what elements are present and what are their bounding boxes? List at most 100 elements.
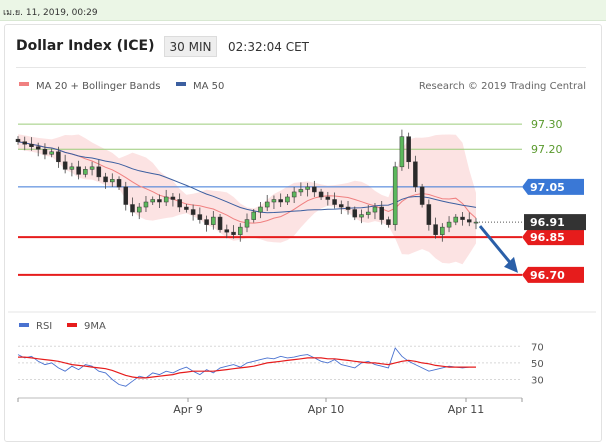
candle-body xyxy=(345,206,351,210)
candle-body xyxy=(204,219,209,225)
candle xyxy=(29,137,34,151)
candle xyxy=(163,189,169,207)
candle xyxy=(211,211,216,230)
candle xyxy=(372,203,378,220)
legend-rsi: RSI xyxy=(36,321,52,332)
candle xyxy=(136,203,142,220)
rsi-tick-70: 70 xyxy=(531,342,544,353)
candle xyxy=(177,193,182,213)
level-label-96-70: 96.70 xyxy=(530,269,565,282)
candle-body xyxy=(224,229,230,233)
bollinger-band-area xyxy=(18,134,476,265)
date-stamp: เม.ย. 11, 2019, 00:29 xyxy=(3,8,98,18)
candle xyxy=(386,216,391,228)
candle-body xyxy=(244,219,250,228)
candle xyxy=(433,217,438,239)
candle xyxy=(130,197,135,217)
candle-body xyxy=(116,179,122,188)
candle-body xyxy=(278,199,283,203)
candle-body xyxy=(69,166,75,170)
candle xyxy=(453,214,459,226)
candle-body xyxy=(460,216,465,220)
level-label-97-05: 97.05 xyxy=(530,181,565,194)
candle-body xyxy=(49,151,54,155)
legend-ma50: MA 50 xyxy=(193,81,224,92)
candle-body xyxy=(467,219,472,223)
candle-body xyxy=(217,216,223,230)
candle xyxy=(291,186,297,204)
last-price-tag xyxy=(524,214,586,231)
legend-9ma: 9MA xyxy=(84,321,106,332)
candle-body xyxy=(312,186,317,193)
candle-body xyxy=(332,199,337,205)
candle xyxy=(204,215,209,232)
candle xyxy=(15,136,21,145)
candle xyxy=(278,193,283,208)
candle xyxy=(143,195,149,213)
candle xyxy=(244,213,250,233)
time-tick-label: Apr 11 xyxy=(448,403,485,416)
candle-body xyxy=(285,196,290,203)
rsi-tick-30: 30 xyxy=(531,376,544,387)
ma50-line xyxy=(17,141,477,214)
candle xyxy=(413,155,418,192)
candle xyxy=(110,173,115,187)
candle-body xyxy=(352,209,358,218)
candle-body xyxy=(392,166,398,225)
level-label-97-30: 97.30 xyxy=(531,118,563,131)
candle-body xyxy=(433,224,438,235)
legend-swatch-rsi xyxy=(19,323,29,327)
candle xyxy=(251,209,256,223)
candle-body xyxy=(440,226,445,235)
legend-swatch-ma20 xyxy=(19,82,29,86)
candle-body xyxy=(62,161,68,170)
candle xyxy=(352,206,358,221)
candle-body xyxy=(184,206,189,210)
candle xyxy=(83,166,88,178)
rsi-tick-50: 50 xyxy=(531,359,544,370)
candle xyxy=(406,132,411,169)
candle-body xyxy=(325,196,331,200)
candle xyxy=(258,202,263,219)
candle-body xyxy=(305,186,310,190)
level-label-97-20: 97.20 xyxy=(531,143,563,156)
candle-body xyxy=(399,136,405,168)
candle xyxy=(446,216,452,233)
candle xyxy=(170,192,176,207)
candle-body xyxy=(238,226,243,235)
candle xyxy=(318,188,324,200)
candle xyxy=(184,204,189,213)
candle xyxy=(157,194,162,209)
candle xyxy=(217,214,223,233)
level-tag-97-05 xyxy=(522,178,584,195)
candle-body xyxy=(453,216,459,223)
candle xyxy=(190,204,196,221)
candle-body xyxy=(190,209,196,215)
candle-body xyxy=(89,166,95,170)
candle-body xyxy=(96,166,102,178)
candle-body xyxy=(42,148,48,155)
candle-body xyxy=(446,221,452,228)
candle xyxy=(285,193,290,206)
candle xyxy=(325,191,331,206)
candle xyxy=(150,196,155,206)
candle-body xyxy=(35,146,41,150)
candle-body xyxy=(426,204,432,225)
candle xyxy=(460,212,465,226)
candle xyxy=(35,142,41,157)
candle xyxy=(123,181,129,211)
candle xyxy=(238,223,243,242)
candle xyxy=(76,160,81,180)
candle xyxy=(56,146,61,168)
candle xyxy=(62,154,68,174)
candle xyxy=(22,136,27,151)
level-tag-96-70 xyxy=(522,266,584,283)
candle xyxy=(103,172,108,189)
candle-body xyxy=(365,211,371,215)
chart-credit: Research © 2019 Trading Central xyxy=(419,81,586,92)
time-tick-label: Apr 10 xyxy=(308,403,345,416)
projection-arrow-head xyxy=(504,256,518,273)
candle-body xyxy=(150,199,155,203)
candle-body xyxy=(419,186,425,205)
timeframe-badge[interactable]: 30 MIN xyxy=(164,36,217,57)
